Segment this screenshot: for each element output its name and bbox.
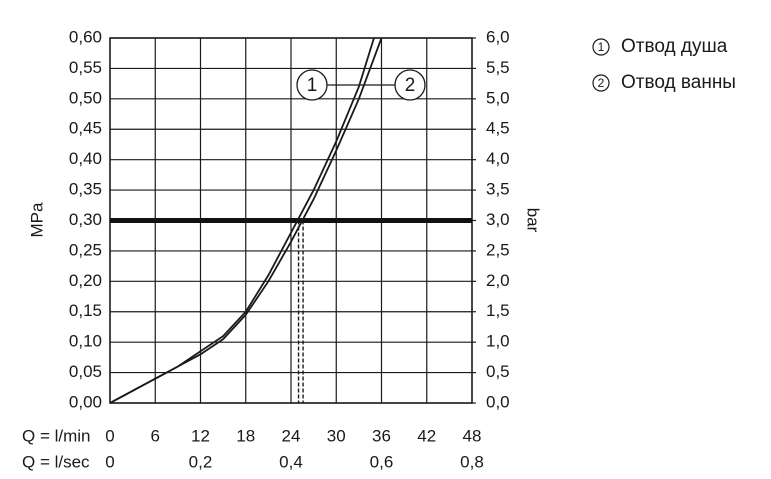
x-tick-label: 42 xyxy=(417,426,436,445)
x2-tick-label: 0,2 xyxy=(189,452,213,471)
legend-label: Отвод ванны xyxy=(621,72,736,93)
series-line xyxy=(109,37,383,404)
y-tick-label: 0,60 xyxy=(69,27,102,46)
y2-tick-label: 6,0 xyxy=(486,27,510,46)
y-tick-label: 0,25 xyxy=(69,240,102,259)
y2-tick-label: 5,0 xyxy=(486,88,510,107)
x-tick-label: 24 xyxy=(282,426,301,445)
y2-tick-label: 1,5 xyxy=(486,301,510,320)
y2-tick-label: 3,0 xyxy=(486,210,510,229)
legend-marker-label: 2 xyxy=(598,76,605,90)
y-tick-label: 0,35 xyxy=(69,180,102,199)
series-label: 1 xyxy=(307,75,318,96)
y-tick-label: 0,40 xyxy=(69,149,102,168)
y-tick-label: 0,50 xyxy=(69,88,102,107)
y2-tick-label: 3,5 xyxy=(486,180,510,199)
y2-tick-label: 5,5 xyxy=(486,58,510,77)
legend: 1 Отвод душа 2 Отвод ванны xyxy=(592,36,736,93)
y-tick-label: 0,15 xyxy=(69,301,102,320)
x2-tick-label: 0,8 xyxy=(460,452,484,471)
y2-tick-label: 4,0 xyxy=(486,149,510,168)
y2-tick-label: 4,5 xyxy=(486,119,510,138)
series-label-circle xyxy=(296,69,328,101)
x-tick-label: 6 xyxy=(151,426,160,445)
y-tick-label: 0,05 xyxy=(69,362,102,381)
x-tick-label: 0 xyxy=(105,426,114,445)
x-tick-label: 36 xyxy=(372,426,391,445)
x2-tick-label: 0,6 xyxy=(370,452,394,471)
y2-tick-label: 2,5 xyxy=(486,240,510,259)
y-tick-label: 0,10 xyxy=(69,332,102,351)
y2-tick-label: 0,0 xyxy=(486,392,510,411)
y-tick-label: 0,20 xyxy=(69,271,102,290)
legend-marker xyxy=(592,74,610,92)
x2-axis-label: Q = l/sec xyxy=(22,452,90,471)
series-label-circle xyxy=(394,69,426,101)
x-tick-label: 48 xyxy=(463,426,482,445)
y2-tick-label: 1,0 xyxy=(486,332,510,351)
y-tick-label: 0,30 xyxy=(69,210,102,229)
legend-label: Отвод душа xyxy=(621,36,728,57)
y-tick-label: 0,00 xyxy=(69,392,102,411)
y2-axis-label: bar xyxy=(524,208,543,233)
y2-tick-label: 0,5 xyxy=(486,362,510,381)
x-axis-label: Q = l/min xyxy=(22,426,91,445)
x2-tick-label: 0 xyxy=(105,452,114,471)
y-tick-label: 0,45 xyxy=(69,119,102,138)
x-tick-label: 12 xyxy=(191,426,210,445)
y2-tick-label: 2,0 xyxy=(486,271,510,290)
x-tick-label: 18 xyxy=(236,426,255,445)
y-tick-label: 0,55 xyxy=(69,58,102,77)
x2-tick-label: 0,4 xyxy=(279,452,303,471)
x-tick-label: 30 xyxy=(327,426,346,445)
series-label: 2 xyxy=(405,75,416,96)
legend-marker-label: 1 xyxy=(598,40,605,54)
y-axis-label: MPa xyxy=(27,202,46,238)
legend-marker xyxy=(592,38,610,56)
